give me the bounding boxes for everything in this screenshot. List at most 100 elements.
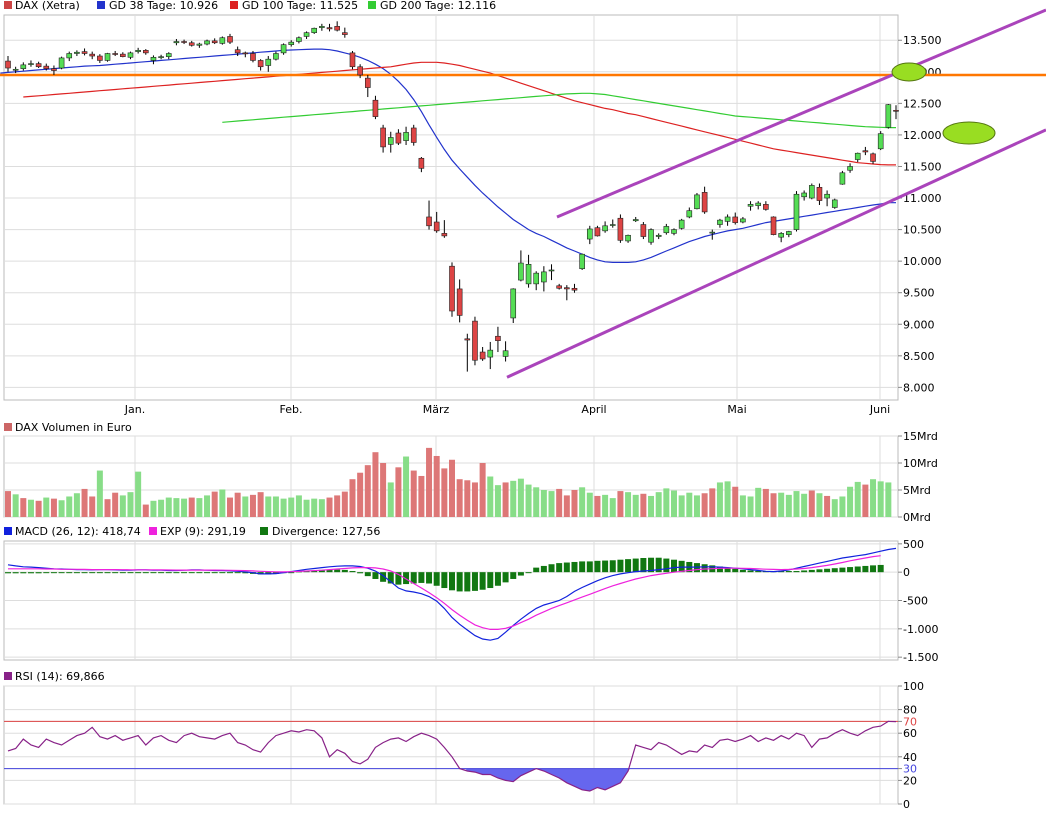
divergence-bar bbox=[441, 572, 448, 589]
volume-bar bbox=[847, 486, 854, 517]
price-panel-frame bbox=[3, 14, 899, 401]
candle bbox=[387, 131, 394, 153]
volume-bar bbox=[20, 498, 27, 517]
legend-label-dax: DAX (Xetra) bbox=[15, 0, 80, 12]
volume-bar bbox=[510, 480, 517, 517]
volume-axis-ytick-label: 5Mrd bbox=[903, 484, 931, 497]
volume-bar bbox=[311, 498, 318, 517]
volume-bar bbox=[701, 493, 708, 517]
candle bbox=[839, 170, 846, 185]
volume-bar bbox=[471, 482, 478, 517]
divergence-bar bbox=[877, 564, 884, 573]
rsi-panel-frame bbox=[3, 685, 899, 805]
volume-bar bbox=[571, 490, 578, 517]
divergence-bar bbox=[326, 569, 333, 573]
volume-bar bbox=[234, 492, 241, 517]
divergence-bar bbox=[479, 572, 486, 590]
divergence-bar bbox=[678, 560, 685, 573]
candle bbox=[678, 218, 685, 230]
candle-body bbox=[5, 60, 11, 69]
macd-line bbox=[7, 547, 897, 641]
legend-swatch-gd100 bbox=[230, 1, 238, 9]
volume-bar bbox=[173, 498, 180, 517]
divergence-bar bbox=[594, 560, 601, 573]
candle-body bbox=[586, 228, 593, 240]
candle bbox=[640, 222, 647, 240]
legend-volume: DAX Volumen in Euro bbox=[4, 421, 132, 434]
candle bbox=[525, 254, 532, 288]
candle-body bbox=[250, 53, 256, 61]
month-label: April bbox=[581, 403, 606, 416]
candle-body bbox=[571, 287, 578, 291]
rsi-axis-ytick-label: 100 bbox=[903, 680, 924, 693]
candle-body bbox=[808, 185, 815, 199]
volume-bar bbox=[119, 495, 126, 517]
price-axis-ytick-label: 12.500 bbox=[903, 97, 942, 110]
candle-body bbox=[58, 57, 65, 69]
volume-bar bbox=[357, 472, 364, 517]
candle bbox=[433, 211, 440, 233]
price-axis-ytick-label: 9.000 bbox=[903, 318, 935, 331]
candle-body bbox=[142, 50, 149, 54]
legend-label-exp: EXP (9): 291,19 bbox=[160, 525, 246, 538]
candle-body bbox=[433, 221, 440, 232]
candle bbox=[847, 163, 853, 173]
volume-bar bbox=[839, 496, 846, 517]
volume-bar bbox=[318, 499, 325, 517]
volume-bar bbox=[563, 495, 570, 517]
divergence-bar bbox=[81, 572, 88, 574]
candle bbox=[280, 43, 287, 55]
candle-body bbox=[20, 64, 27, 69]
volume-bar bbox=[732, 486, 739, 517]
candle bbox=[380, 124, 386, 153]
highlight-ellipse bbox=[942, 121, 996, 145]
legend-label-volume: DAX Volumen in Euro bbox=[15, 421, 132, 434]
legend-main: DAX (Xetra) GD 38 Tage: 10.926 GD 100 Ta… bbox=[4, 0, 496, 12]
divergence-bar bbox=[456, 572, 463, 592]
volume-bar bbox=[862, 484, 869, 517]
candle bbox=[349, 50, 356, 70]
volume-bar bbox=[663, 488, 670, 517]
candle-body bbox=[196, 43, 203, 46]
volume-bar bbox=[456, 479, 463, 517]
candle bbox=[35, 61, 42, 69]
volume-bar bbox=[66, 496, 73, 517]
divergence-bar bbox=[854, 566, 861, 573]
volume-bar bbox=[219, 489, 226, 517]
candle-body bbox=[816, 187, 823, 201]
candle-body bbox=[188, 42, 195, 46]
candle-body bbox=[778, 233, 784, 238]
volume-bar bbox=[150, 500, 157, 517]
candle bbox=[142, 49, 149, 55]
candle-body bbox=[885, 104, 892, 128]
candle-body bbox=[632, 219, 639, 222]
candle-body bbox=[502, 350, 509, 357]
legend-swatch-gd38 bbox=[97, 1, 105, 9]
volume-bar bbox=[257, 492, 264, 517]
candle-body bbox=[747, 204, 754, 207]
volume-bar bbox=[303, 499, 310, 517]
divergence-bar bbox=[127, 572, 134, 574]
divergence-bar bbox=[716, 566, 723, 573]
divergence-bar bbox=[862, 565, 869, 573]
volume-bar bbox=[525, 484, 532, 517]
price-axis-ytick-label: 13.500 bbox=[903, 34, 942, 47]
candle-body bbox=[717, 219, 723, 225]
candle bbox=[893, 105, 899, 120]
candle-body bbox=[893, 110, 899, 112]
candle-body bbox=[173, 41, 180, 44]
candle-body bbox=[602, 225, 608, 232]
price-axis-ytick-label: 8.500 bbox=[903, 350, 935, 363]
candle-body bbox=[257, 60, 264, 68]
volume-bar bbox=[655, 492, 662, 517]
legend-rsi: RSI (14): 69,866 bbox=[4, 670, 105, 683]
candle-body bbox=[43, 65, 50, 69]
divergence-bar bbox=[73, 572, 80, 574]
candle-body bbox=[824, 193, 830, 199]
candle bbox=[579, 253, 585, 270]
candle-body bbox=[594, 227, 601, 237]
legend-swatch-rsi bbox=[4, 672, 12, 680]
candle-body bbox=[831, 199, 838, 208]
candle-body bbox=[165, 53, 172, 57]
candle bbox=[793, 191, 800, 232]
